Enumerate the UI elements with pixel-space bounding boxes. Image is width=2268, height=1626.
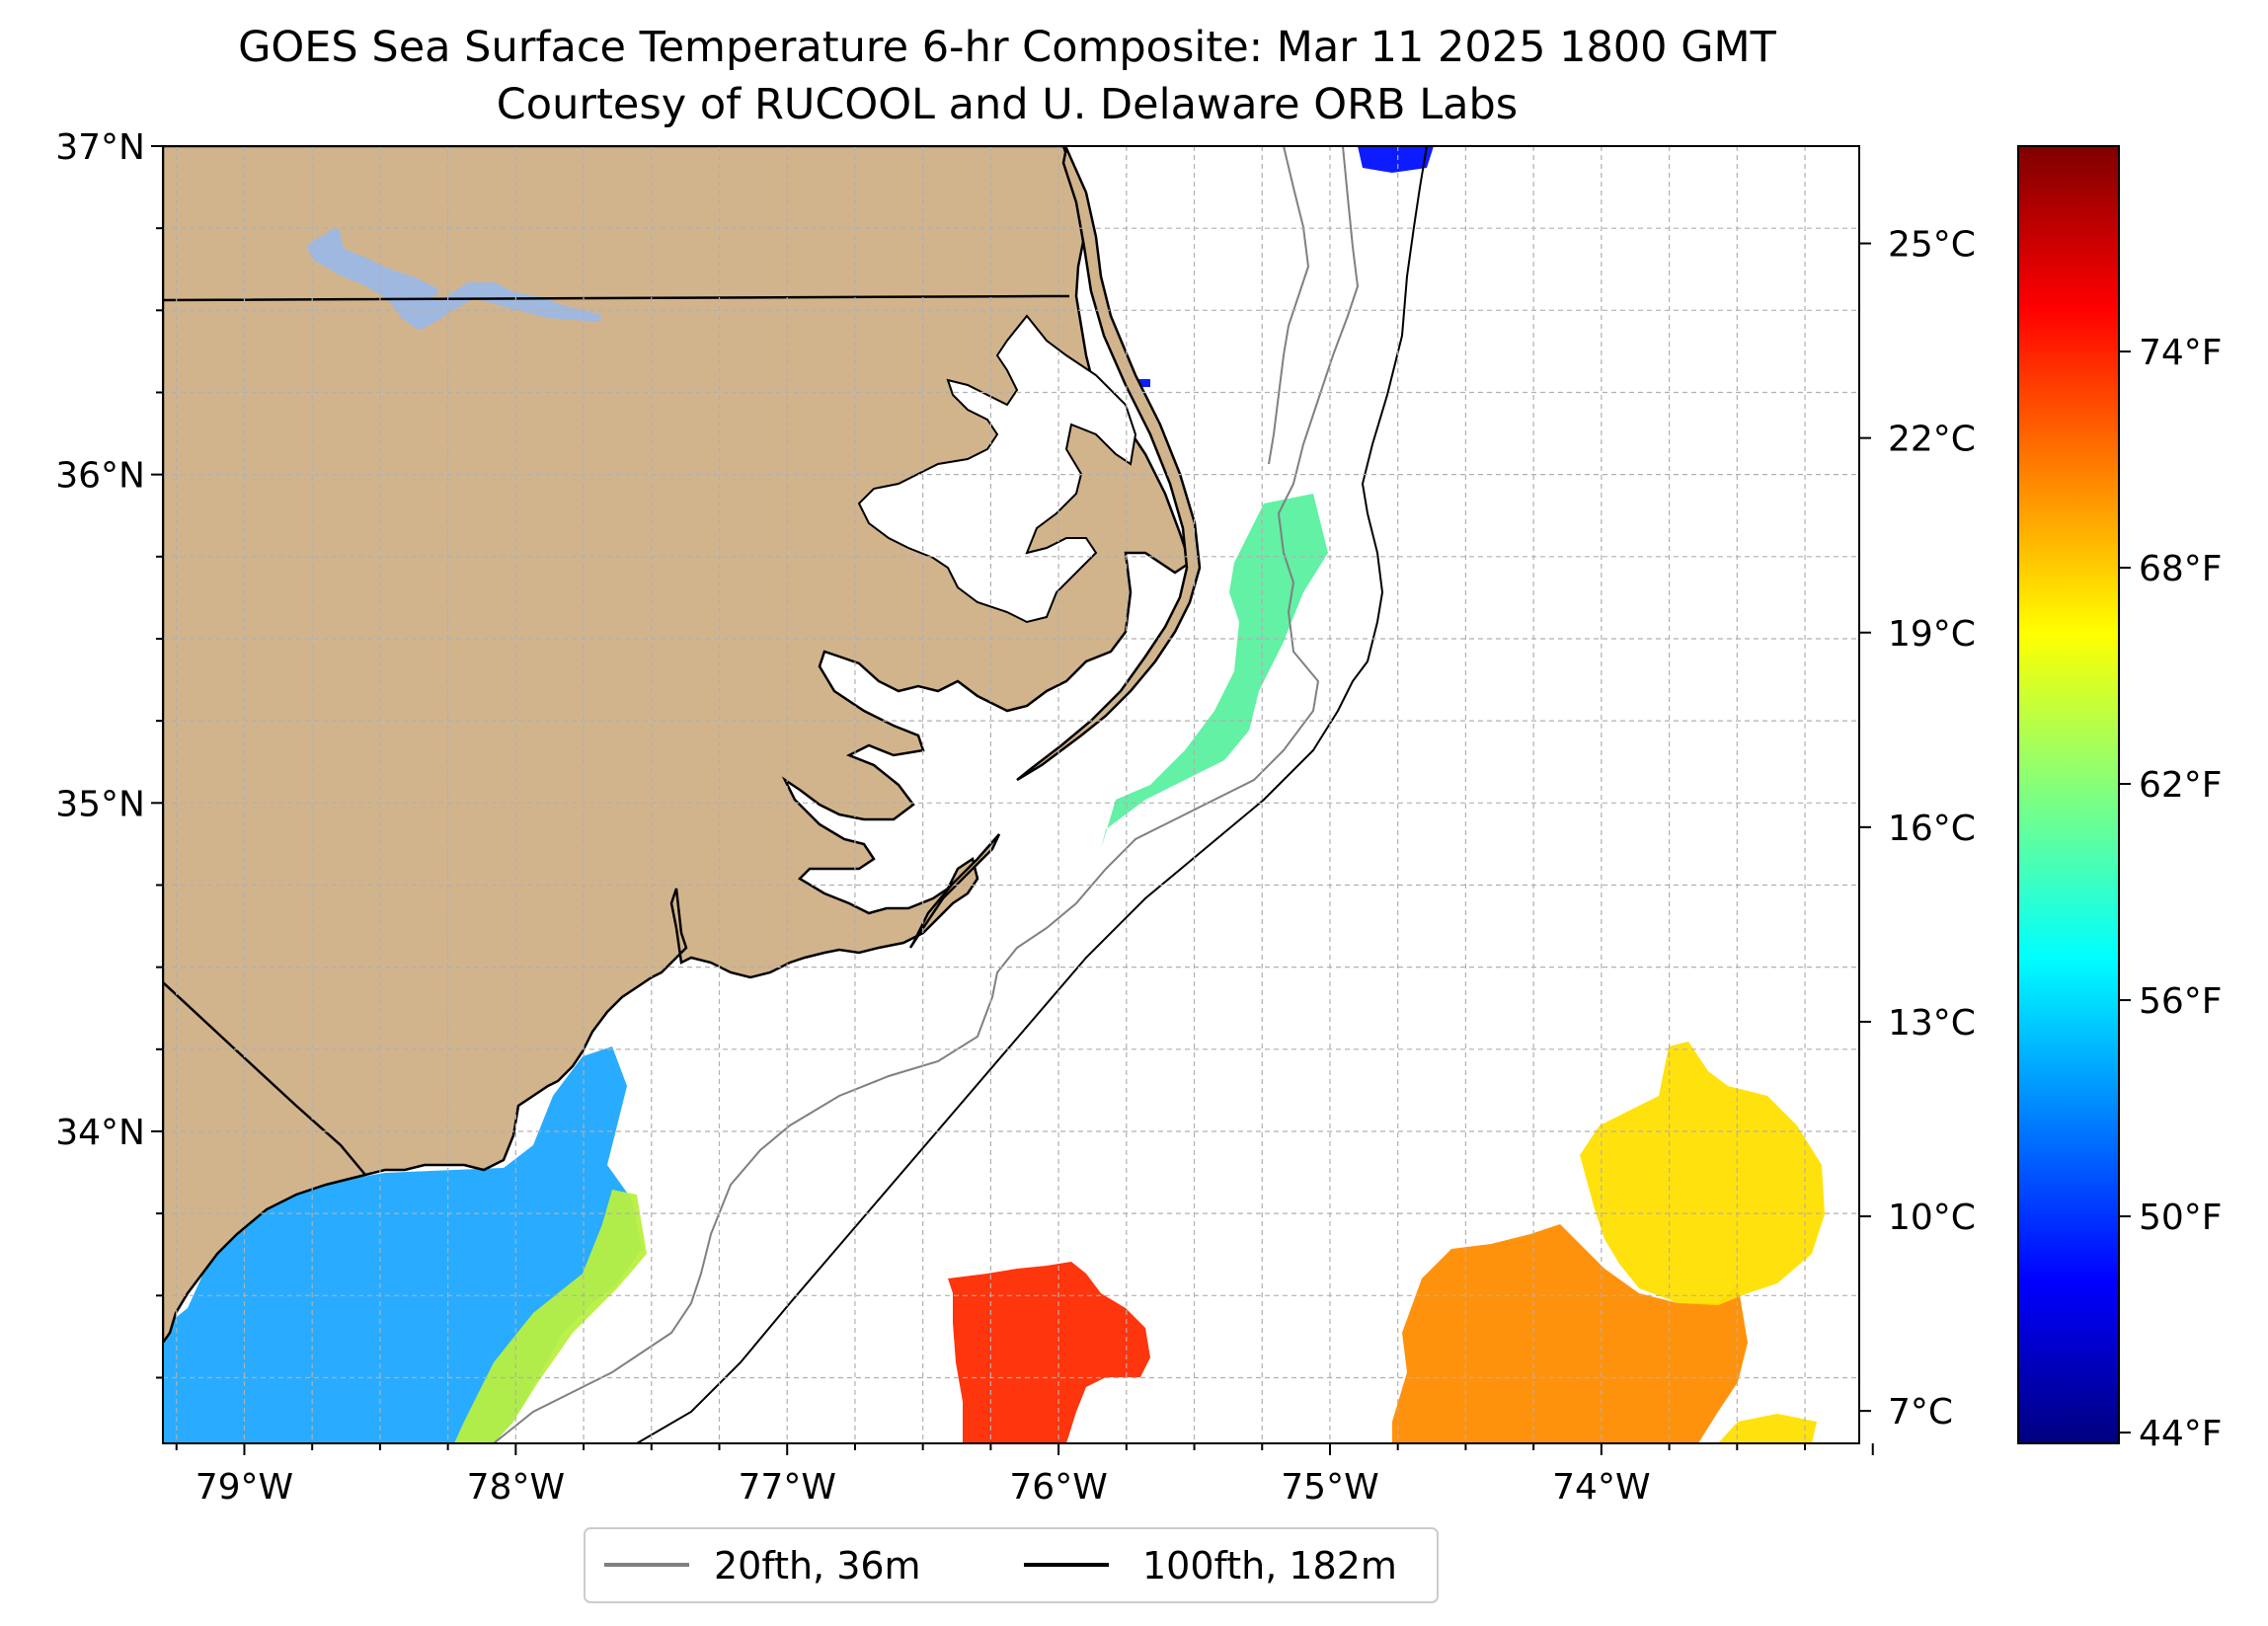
isobath-20fth-36m xyxy=(493,146,1360,1443)
colorbar-gradient xyxy=(2017,145,2120,1444)
cape-lookout-island xyxy=(908,833,1001,949)
isobath-100fth-182m xyxy=(636,146,1428,1443)
lat-tick-label: 36°N xyxy=(55,456,145,497)
lon-tick-label: 75°W xyxy=(1281,1467,1378,1508)
sst-patch-hatteras-shelf-water xyxy=(1101,494,1328,849)
colorbar-ticks: 7°C 10°C 13°C 16°C 19°C 22°C 25°C 44°F 50°F 56°F 6… xyxy=(1859,225,2223,1454)
kerr-lake xyxy=(307,228,601,330)
sst-patch-onslow-bay-warm-edge xyxy=(454,1190,647,1443)
fahrenheit-tick-label: 44°F xyxy=(2139,1414,2223,1454)
sst-patch-gulf-stream-eddy-warm xyxy=(948,1262,1150,1443)
pamlico-sound xyxy=(857,314,1137,624)
isobath-legend: 20fth, 36m 100fth, 182m xyxy=(584,1527,1439,1603)
lon-tick-label: 78°W xyxy=(467,1467,565,1508)
lon-tick-label: 79°W xyxy=(196,1467,293,1508)
land-north-carolina xyxy=(163,146,1192,1346)
sst-patch-offshore-water-orange xyxy=(1392,1224,1748,1443)
celsius-tick-label: 7°C xyxy=(1888,1392,1953,1432)
isobath-20fth-36m-north xyxy=(1268,146,1310,465)
celsius-tick-label: 22°C xyxy=(1888,420,1976,460)
celsius-tick-label: 13°C xyxy=(1888,1003,1976,1044)
nc-sc-border xyxy=(163,981,366,1176)
lat-tick-label: 34°N xyxy=(55,1113,145,1153)
celsius-tick-label: 25°C xyxy=(1888,225,1976,266)
map-area xyxy=(163,146,1859,1443)
fahrenheit-tick-label: 74°F xyxy=(2139,333,2223,373)
fahrenheit-tick-label: 50°F xyxy=(2139,1198,2223,1238)
map-axes: 79°W 78°W 77°W 76°W 75°W 74°W 34°N 35°N 36°N 37°N xyxy=(55,127,1874,1508)
map-frame xyxy=(162,145,1860,1444)
lon-tick-label: 77°W xyxy=(739,1467,836,1508)
chart-subtitle: Courtesy of RUCOOL and U. Delaware ORB L… xyxy=(496,80,1519,129)
lat-tick-label: 37°N xyxy=(55,127,145,168)
fahrenheit-tick-label: 68°F xyxy=(2139,549,2223,589)
celsius-tick-label: 16°C xyxy=(1888,809,1976,849)
sst-patch-offshore-water-yellow xyxy=(1580,1042,1825,1443)
celsius-tick-label: 10°C xyxy=(1888,1198,1976,1238)
chart-title: GOES Sea Surface Temperature 6-hr Compos… xyxy=(238,23,1776,72)
lon-tick-label: 76°W xyxy=(1009,1467,1107,1508)
lon-tick-label: 74°W xyxy=(1552,1467,1650,1508)
lat-tick-label: 35°N xyxy=(55,784,145,824)
celsius-tick-label: 19°C xyxy=(1888,614,1976,655)
outer-banks xyxy=(1016,146,1202,782)
colorbar: 7°C 10°C 13°C 16°C 19°C 22°C 25°C 44°F 50°F 56°F 6… xyxy=(1859,145,2223,1454)
legend-box xyxy=(584,1527,1439,1603)
legend-label-100fth: 100fth, 182m xyxy=(1142,1544,1397,1587)
fahrenheit-tick-label: 62°F xyxy=(2139,765,2223,806)
sst-layer xyxy=(163,146,1825,1443)
legend-label-20fth: 20fth, 36m xyxy=(714,1544,921,1587)
fahrenheit-tick-label: 56°F xyxy=(2139,981,2223,1022)
map-gridlines xyxy=(163,146,1859,1443)
nc-va-border xyxy=(163,294,1069,302)
